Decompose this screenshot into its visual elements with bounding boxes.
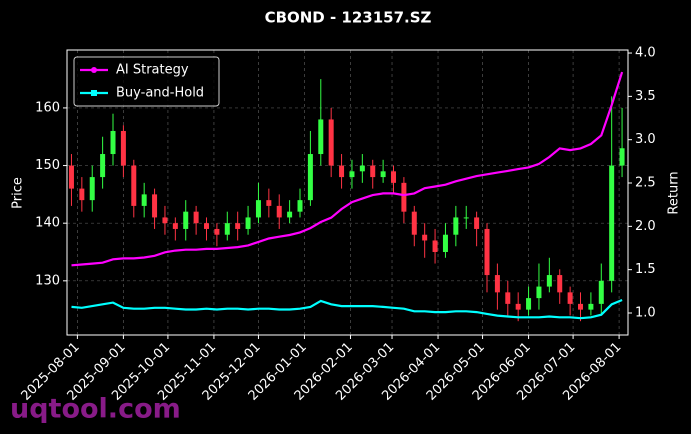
candle-body xyxy=(339,165,345,178)
candle-body xyxy=(110,130,116,155)
legend-marker xyxy=(91,90,97,96)
candle-body xyxy=(68,165,74,189)
y2-tick-label: 1.0 xyxy=(635,305,656,320)
candle-body xyxy=(297,200,303,212)
legend-marker xyxy=(91,67,97,73)
candle-body xyxy=(89,177,95,201)
plot-frame xyxy=(66,49,629,336)
watermark: uqtool.com xyxy=(10,394,181,425)
candle-body xyxy=(193,211,199,224)
candle-body xyxy=(318,119,324,155)
y-tick-label: 130 xyxy=(35,273,60,288)
legend-label: AI Strategy xyxy=(116,63,189,78)
candle-body xyxy=(463,217,469,219)
y2-tick-label: 3.0 xyxy=(635,132,656,147)
y-tick-label: 160 xyxy=(35,100,60,115)
candle-body xyxy=(172,223,178,229)
candle-body xyxy=(214,228,220,235)
legend-label: Buy-and-Hold xyxy=(116,86,204,101)
y2-tick-label: 2.5 xyxy=(635,176,656,191)
candle-body xyxy=(183,211,189,229)
candle-body xyxy=(422,234,428,241)
y2-axis-label: Return xyxy=(667,171,682,214)
y2-tick-label: 3.5 xyxy=(635,89,656,104)
candle-body xyxy=(567,292,573,304)
candle-body xyxy=(598,280,604,304)
candle-body xyxy=(131,165,137,206)
candle-body xyxy=(235,223,241,229)
candle-body xyxy=(411,211,417,235)
candle-body xyxy=(141,194,147,206)
candle-body xyxy=(266,200,272,206)
candle-body xyxy=(307,154,313,201)
y2-tick-label: 1.5 xyxy=(635,262,656,277)
candle-body xyxy=(546,275,552,287)
candle-body xyxy=(255,200,261,218)
candle-body xyxy=(526,298,532,310)
return-line xyxy=(71,71,624,267)
legend-box xyxy=(73,56,220,107)
candle-body xyxy=(359,165,365,172)
candle-body xyxy=(162,217,168,224)
candle-body xyxy=(401,182,407,212)
candle-body xyxy=(276,205,282,218)
candle-body xyxy=(328,119,334,166)
candle-body xyxy=(515,303,521,310)
candle-body xyxy=(79,188,85,201)
candle-body xyxy=(370,165,376,178)
candle-body xyxy=(474,217,480,229)
candle-body xyxy=(152,194,158,218)
y2-tick-label: 4.0 xyxy=(635,46,656,61)
candle-body xyxy=(484,228,490,276)
candle-body xyxy=(453,217,459,235)
return-line xyxy=(71,298,623,320)
candle-body xyxy=(494,275,500,293)
candle-body xyxy=(505,292,511,304)
candle-body xyxy=(391,171,397,183)
candle-body xyxy=(120,130,126,166)
candle-body xyxy=(349,171,355,178)
y-tick-label: 150 xyxy=(35,158,60,173)
candle-body xyxy=(380,171,386,178)
candle-body xyxy=(442,234,448,253)
y2-tick-label: 2.0 xyxy=(635,219,656,234)
candle-body xyxy=(204,223,210,229)
candle-body xyxy=(245,217,251,229)
candle-body xyxy=(224,223,230,235)
candle-body xyxy=(578,303,584,310)
y-axis-label: Price xyxy=(11,177,26,209)
candle-body xyxy=(609,165,615,281)
candle-body xyxy=(100,154,106,178)
candle-body xyxy=(432,240,438,253)
chart-title: CBOND - 123157.SZ xyxy=(265,9,432,27)
candle-body xyxy=(588,303,594,310)
candle-body xyxy=(619,148,625,166)
candle-body xyxy=(536,286,542,299)
candle-body xyxy=(557,275,563,293)
y-tick-label: 140 xyxy=(35,216,60,231)
candle-body xyxy=(287,211,293,218)
